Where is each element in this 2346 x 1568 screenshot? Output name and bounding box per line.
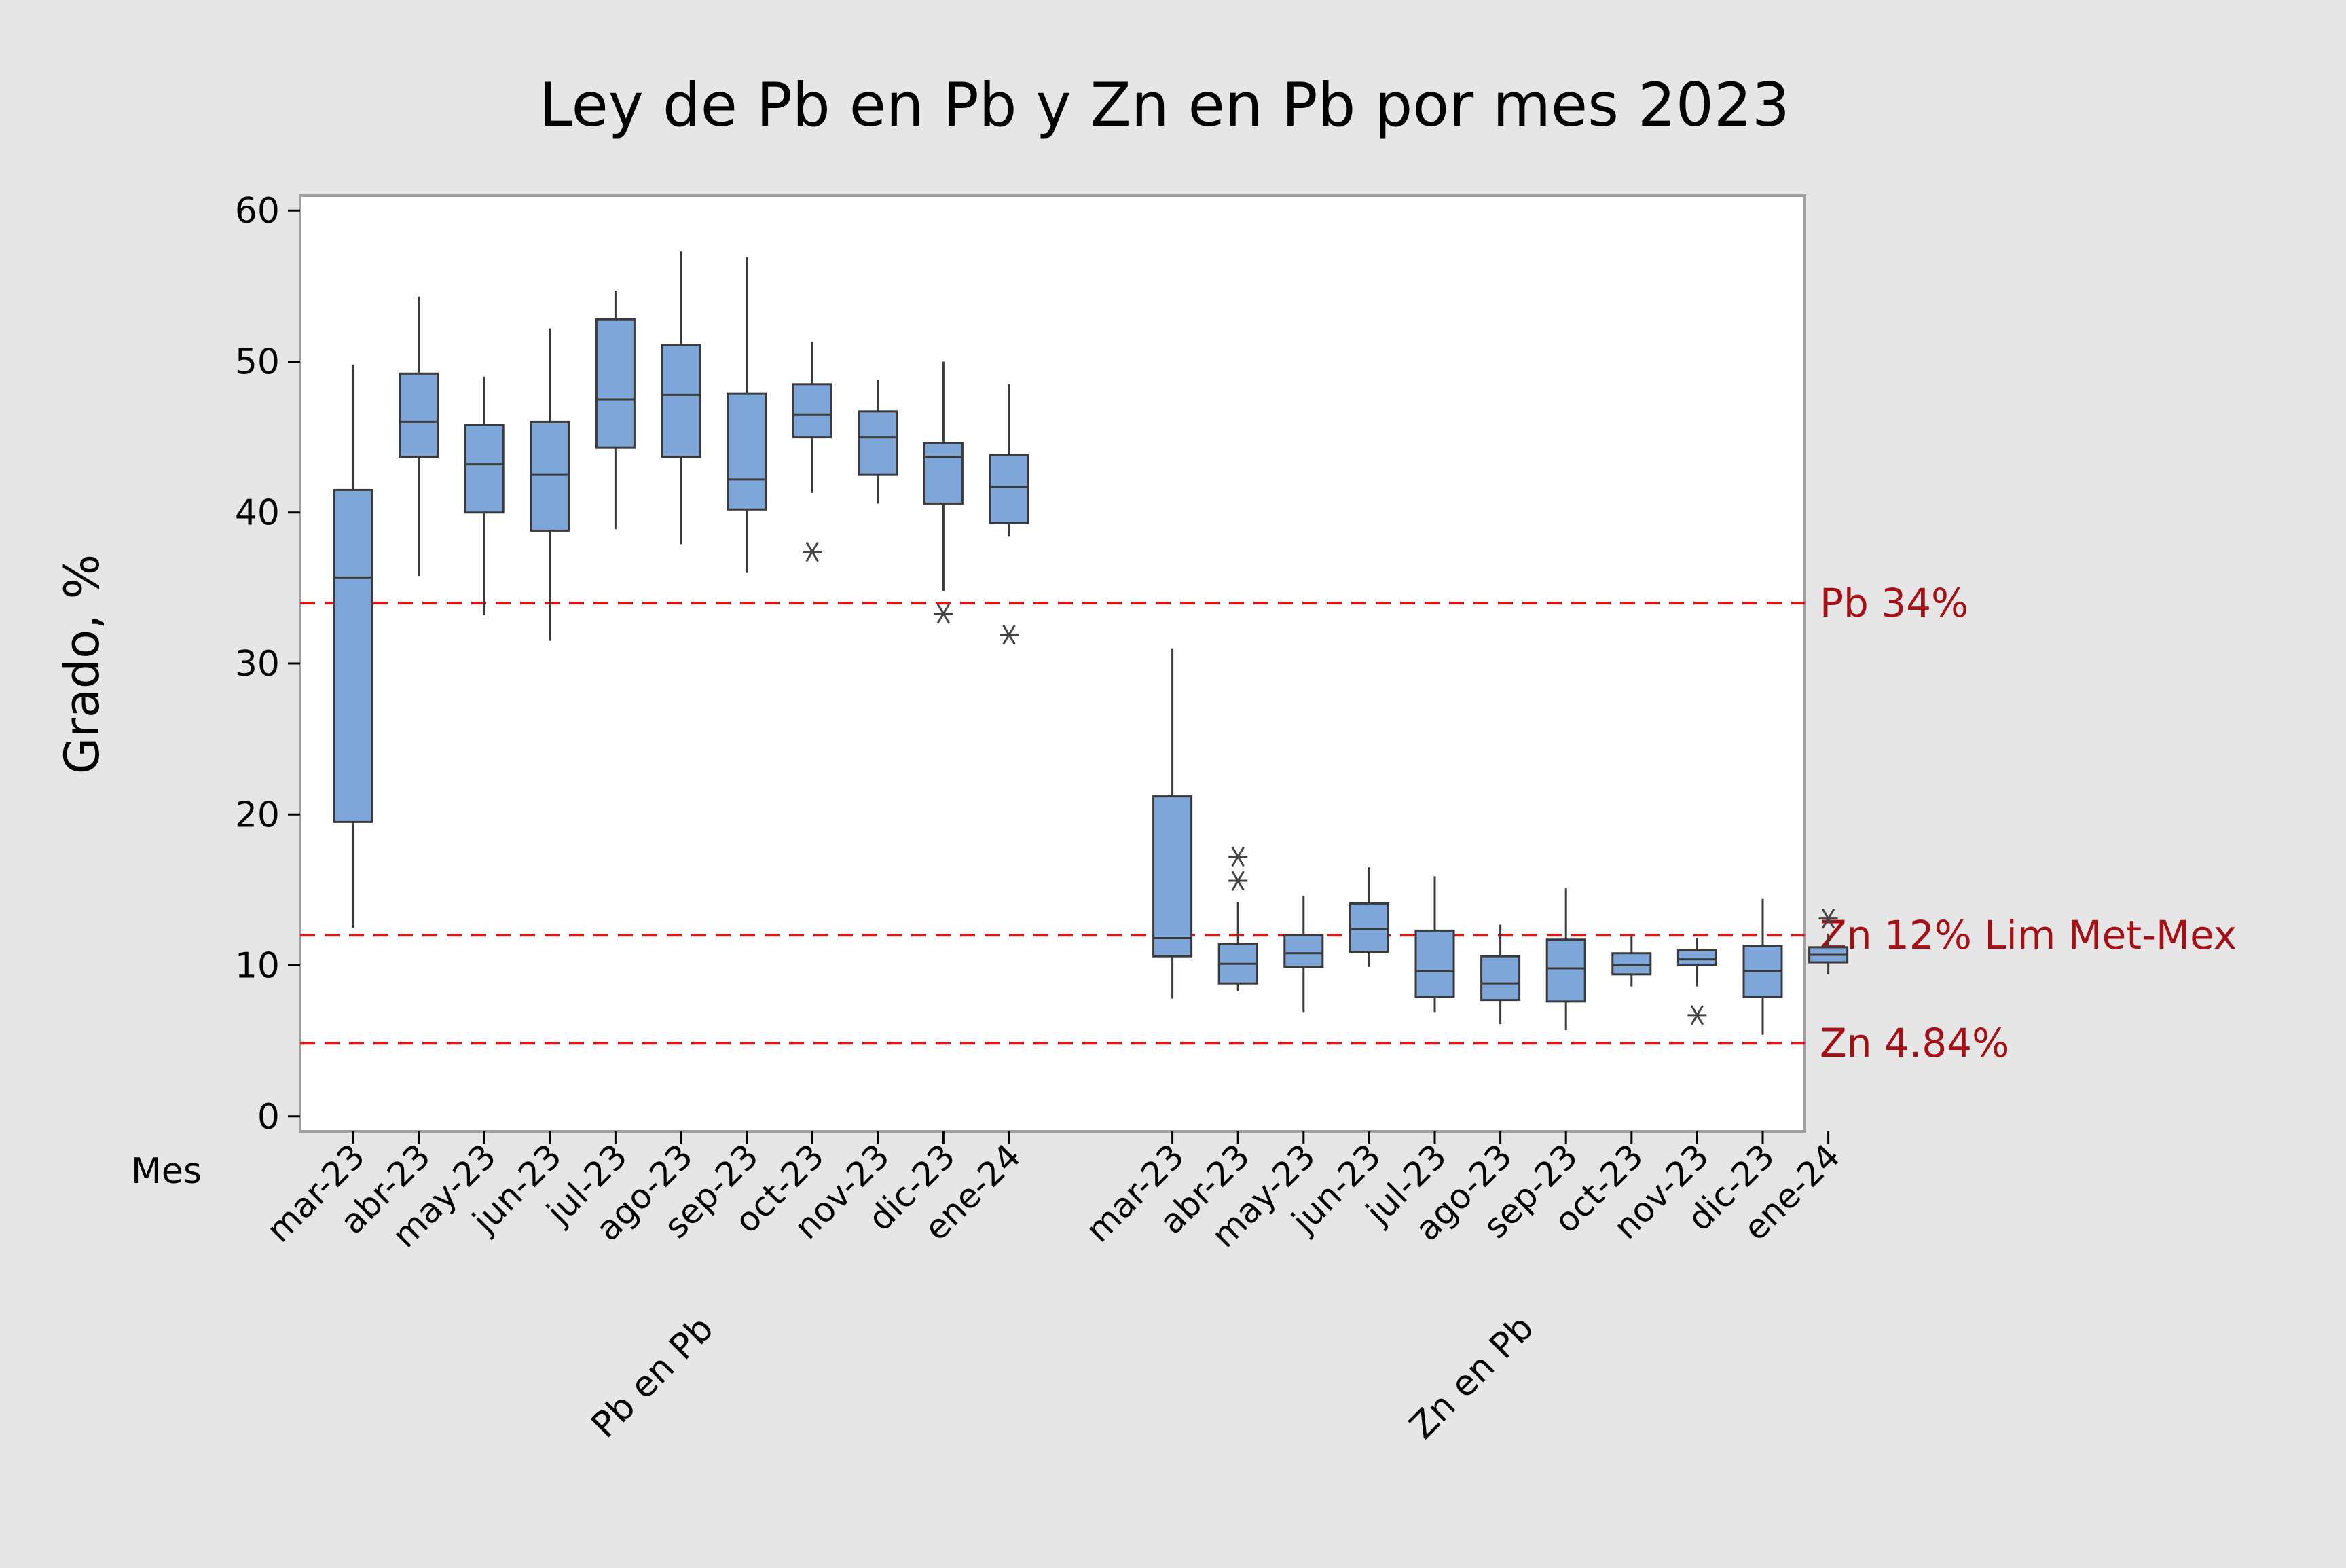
box-zn-ene-24 bbox=[1808, 908, 1849, 974]
box-iqr bbox=[1611, 952, 1652, 976]
box-iqr bbox=[399, 372, 439, 458]
box-iqr bbox=[1349, 902, 1389, 953]
box-iqr bbox=[989, 454, 1029, 524]
box-iqr bbox=[1676, 949, 1717, 967]
box-zn-nov-23 bbox=[1676, 938, 1717, 1025]
y-tick-label: 50 bbox=[235, 342, 280, 382]
reference-line-label: Zn 4.84% bbox=[1820, 1020, 2009, 1066]
box-iqr bbox=[727, 392, 767, 511]
y-tick-label: 0 bbox=[257, 1097, 280, 1137]
box-iqr bbox=[464, 424, 505, 514]
outlier-stroke bbox=[805, 541, 819, 562]
box-iqr bbox=[1283, 934, 1324, 968]
y-tick-label: 20 bbox=[235, 795, 280, 835]
chart-title: Ley de Pb en Pb y Zn en Pb por mes 2023 bbox=[539, 70, 1790, 140]
box-pb-dic-23 bbox=[923, 361, 964, 624]
x-axis-prefix-label: Mes bbox=[131, 1151, 202, 1192]
box-iqr bbox=[333, 488, 373, 823]
box-iqr bbox=[1545, 938, 1586, 1003]
outlier-point bbox=[1000, 624, 1019, 645]
y-tick-label: 10 bbox=[235, 946, 280, 987]
outlier-point bbox=[803, 541, 822, 562]
box-zn-ago-23 bbox=[1480, 924, 1521, 1025]
outlier-stroke bbox=[1002, 624, 1016, 645]
box-iqr bbox=[530, 420, 570, 532]
box-pb-ago-23 bbox=[661, 251, 701, 545]
box-zn-mar-23 bbox=[1152, 648, 1193, 999]
box-zn-abr-23 bbox=[1217, 846, 1258, 991]
box-zn-dic-23 bbox=[1742, 898, 1783, 1035]
box-pb-abr-23 bbox=[399, 296, 439, 577]
outlier-stroke bbox=[1821, 908, 1835, 929]
outlier-stroke bbox=[936, 603, 951, 624]
box-iqr bbox=[792, 383, 832, 439]
box-iqr bbox=[1414, 929, 1455, 998]
reference-line-label: Pb 34% bbox=[1820, 580, 1968, 626]
outlier-point bbox=[1687, 1005, 1707, 1025]
y-tick-label: 60 bbox=[235, 191, 280, 232]
box-zn-jul-23 bbox=[1414, 876, 1455, 1013]
box-zn-jun-23 bbox=[1349, 867, 1389, 967]
box-pb-nov-23 bbox=[858, 380, 898, 504]
reference-lines: Pb 34% Zn 12% Lim Met-Mex Zn 4.84% bbox=[300, 580, 2237, 1066]
y-axis: 0 10 20 30 40 50 60 bbox=[235, 191, 300, 1137]
box-iqr bbox=[595, 318, 636, 449]
y-axis-label: Grado, % bbox=[54, 554, 110, 774]
box-pb-jun-23 bbox=[530, 328, 570, 641]
box-iqr bbox=[661, 344, 701, 458]
box-zn-sep-23 bbox=[1545, 888, 1586, 1031]
outlier-point bbox=[1228, 846, 1248, 867]
boxes bbox=[333, 251, 1849, 1035]
reference-line-label: Zn 12% Lim Met-Mex bbox=[1820, 912, 2237, 958]
outlier-point bbox=[934, 603, 953, 624]
box-pb-oct-23 bbox=[792, 342, 832, 562]
box-pb-may-23 bbox=[464, 376, 505, 615]
outlier-point bbox=[1818, 908, 1838, 929]
y-tick-label: 40 bbox=[235, 493, 280, 534]
box-iqr bbox=[1480, 955, 1521, 1002]
box-iqr bbox=[1152, 795, 1193, 958]
box-iqr bbox=[923, 442, 964, 505]
outlier-stroke bbox=[1690, 1005, 1704, 1025]
box-iqr bbox=[858, 410, 898, 476]
box-pb-sep-23 bbox=[727, 257, 767, 573]
box-pb-jul-23 bbox=[595, 291, 636, 530]
outlier-point bbox=[1228, 871, 1248, 891]
box-zn-may-23 bbox=[1283, 896, 1324, 1013]
box-pb-ene-24 bbox=[989, 384, 1029, 645]
y-tick-label: 30 bbox=[235, 644, 280, 685]
outlier-stroke bbox=[1231, 846, 1245, 867]
outlier-stroke bbox=[1231, 871, 1245, 891]
box-pb-mar-23 bbox=[333, 364, 373, 928]
box-zn-oct-23 bbox=[1611, 935, 1652, 987]
